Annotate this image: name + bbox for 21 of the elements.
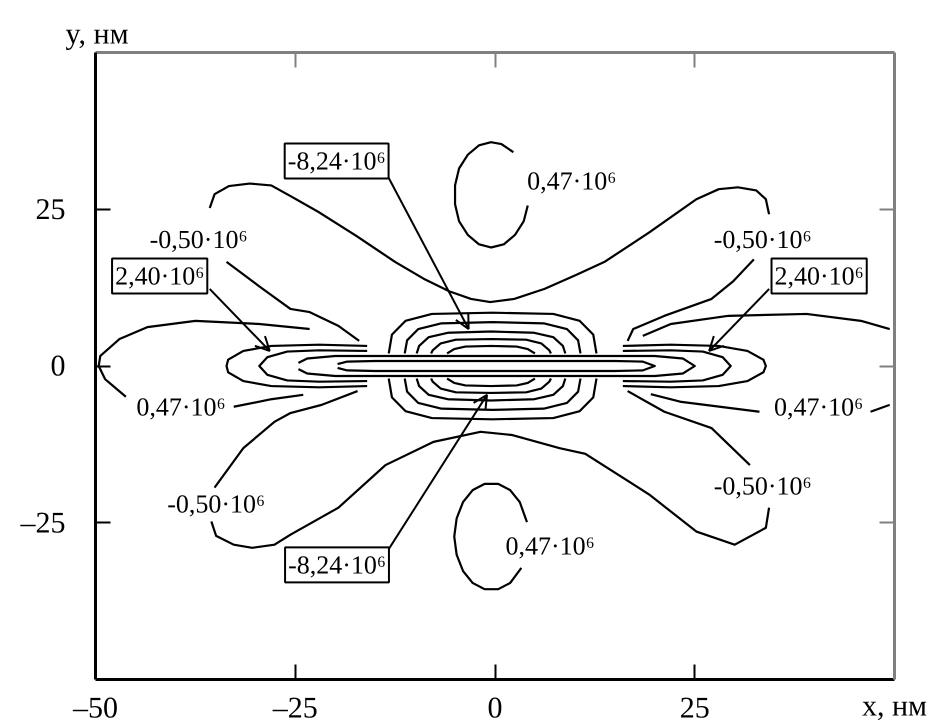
annotation: -8,24·10⁶: [288, 146, 386, 176]
annotation: 0,47·10⁶: [506, 531, 595, 560]
annotation: 0,47·10⁶: [774, 392, 864, 422]
y-tick-label: 0: [50, 350, 66, 382]
annotation: -0,50·10⁶: [150, 224, 248, 254]
annotation: -0,50·10⁶: [714, 224, 812, 254]
annotation: 0,47·10⁶: [136, 392, 226, 422]
annotation: -0,50·10⁶: [714, 471, 812, 500]
annotation: 0,47·10⁶: [527, 166, 616, 196]
y-tick-label: 25: [36, 192, 66, 226]
annotation: 2,40·10⁶: [115, 261, 204, 290]
y-axis-title: y, нм: [66, 18, 129, 50]
x-tick-label: 25: [680, 692, 710, 724]
annotation: -8,24·10⁶: [288, 550, 386, 580]
annotation: -0,50·10⁶: [167, 489, 266, 518]
x-tick-label: –25: [272, 692, 318, 724]
annotation: 2,40·10⁶: [774, 261, 864, 290]
y-tick-label: –25: [20, 506, 66, 540]
x-axis-title: x, нм: [862, 690, 928, 722]
x-tick-label: –50: [72, 692, 118, 724]
x-tick-label: 0: [488, 692, 502, 724]
